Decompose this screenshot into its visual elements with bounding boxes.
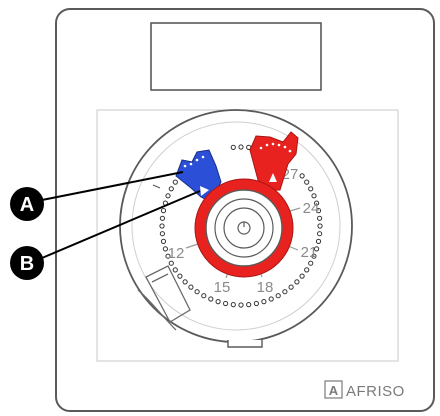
- scale-dot: [160, 238, 167, 244]
- scale-dot: [230, 302, 236, 308]
- scale-dot: [311, 193, 317, 199]
- scale-dot: [314, 200, 320, 206]
- callout-b: B: [10, 246, 44, 280]
- scale-dot: [246, 302, 252, 308]
- scale-number-21: 21: [301, 244, 318, 261]
- scale-dot: [238, 144, 244, 150]
- scale-number-15: 15: [214, 279, 231, 296]
- scale-dot: [172, 267, 178, 273]
- scale-number-24: 24: [303, 200, 320, 217]
- scale-dot: [238, 302, 244, 308]
- scale-dot: [159, 215, 165, 221]
- scale-dot: [215, 299, 221, 305]
- scale-dot: [275, 293, 281, 299]
- scale-dot: [304, 179, 310, 185]
- scale-dot: [165, 253, 171, 259]
- dial-inner-ring: [131, 121, 341, 331]
- red-marker-pointer: [269, 173, 277, 182]
- callout-a: A: [10, 187, 44, 221]
- scale-dot: [194, 289, 200, 295]
- scale-dot: [230, 144, 236, 150]
- callout-a-label: A: [20, 194, 34, 216]
- knob-center-icon: [237, 221, 251, 235]
- scale-dot: [172, 179, 178, 185]
- scale-dot: [162, 246, 168, 252]
- scale-dot: [208, 296, 214, 302]
- scale-dot: [315, 208, 322, 214]
- scale-dot: [304, 267, 310, 273]
- scale-dot: [294, 279, 300, 285]
- scale-dot: [299, 173, 305, 179]
- blue-marker[interactable]: [175, 149, 222, 203]
- scale-dot: [268, 296, 274, 302]
- scale-number-18: 18: [257, 279, 274, 296]
- callout-b-label: B: [20, 253, 34, 275]
- blue-marker-pointer: [200, 186, 209, 196]
- dial-left-tick: [152, 184, 161, 189]
- svg-text:A: A: [329, 383, 339, 398]
- scale-dot: [317, 223, 323, 229]
- scale-dot: [201, 293, 207, 299]
- display-window: [150, 22, 322, 91]
- scale-dot: [159, 231, 165, 237]
- dial-bottom-notch: [227, 340, 263, 348]
- brand-logo: A AFRISO: [324, 380, 405, 400]
- knob-hub: [223, 207, 265, 249]
- scale-number-12: 12: [168, 245, 185, 262]
- dial-latch: [137, 265, 191, 331]
- scale-dot: [315, 238, 322, 244]
- scale-dot: [299, 273, 305, 279]
- scale-dot: [282, 289, 288, 295]
- scale-dot: [177, 273, 183, 279]
- scale-dot: [223, 300, 229, 307]
- scale-dot: [159, 223, 165, 229]
- scale-dot: [253, 300, 259, 307]
- callout-a-line: [41, 171, 184, 201]
- scale-dot: [288, 284, 294, 290]
- scale-dot: [168, 186, 174, 192]
- scale-dot: [182, 279, 188, 285]
- scale-dot: [317, 231, 323, 237]
- scale-dot: [311, 253, 317, 259]
- scale-dot: [314, 246, 320, 252]
- scale-dot: [261, 299, 267, 305]
- knob-inner-ring: [214, 198, 274, 258]
- scale-dot: [317, 215, 323, 221]
- scale-dot: [308, 260, 314, 266]
- brand-name: AFRISO: [346, 383, 405, 400]
- scale-dot: [160, 208, 167, 214]
- scale-dot: [308, 186, 314, 192]
- callout-b-line: [41, 190, 201, 259]
- brand-logo-icon: A: [324, 380, 343, 399]
- scale-dot: [165, 193, 171, 199]
- scale-dot: [188, 284, 194, 290]
- scale-dot: [168, 260, 174, 266]
